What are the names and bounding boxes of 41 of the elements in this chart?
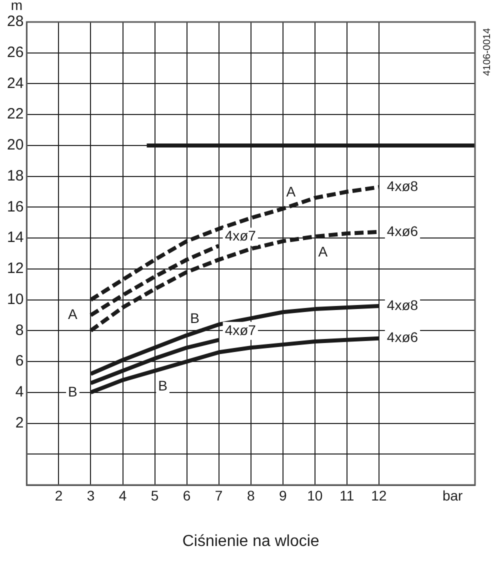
y-tick-label: 28 [6,13,24,30]
text: 4106-0014 [482,28,493,76]
y-tick-label: 4 [15,384,24,401]
x-tick-label: 2 [54,487,63,504]
series-label: 4xø8 [386,178,418,194]
x-axis-title: Ciśnienie na wlocie [182,532,320,550]
x-tick-label: 9 [278,487,287,504]
annotation: B [190,310,200,326]
y-axis-title: m [10,0,23,13]
y-tick-label: 2 [15,414,24,432]
annotation: B [158,378,168,394]
series-label: 4xø6 [386,329,418,346]
y-tick-label: 6 [15,352,24,370]
x-tick-label: 8 [246,487,255,504]
annotation: A [68,306,78,322]
y-tick-label: 10 [6,290,24,308]
annotation: A [318,243,328,260]
series-label: 4xø7 [224,322,256,338]
y-tick-label: 8 [15,322,24,339]
annotation: A [286,184,296,200]
series-label: 4xø8 [386,296,418,313]
y-tick-label: 22 [6,106,24,123]
y-tick-label: 20 [6,136,24,154]
y-tick-label: 26 [6,44,24,62]
y-tick-label: 16 [6,198,24,216]
annotation: B [68,383,78,400]
y-tick-label: 24 [6,74,24,92]
x-tick-label: 6 [182,487,191,504]
x-tick-label: 5 [150,487,159,504]
x-tick-label: bar [442,487,464,504]
x-tick-label: 7 [214,487,223,504]
y-tick-label: 14 [6,229,24,246]
series-label: 4xø6 [386,222,418,239]
x-tick-label: 10 [307,487,323,504]
x-tick-label: 4 [118,487,127,504]
x-tick-label: 11 [340,487,354,504]
x-tick-label: 12 [371,487,387,504]
y-tick-label: 18 [6,167,24,184]
x-tick-label: 3 [86,487,95,504]
y-tick-label: 12 [6,260,24,278]
series-label: 4xø7 [224,228,256,244]
